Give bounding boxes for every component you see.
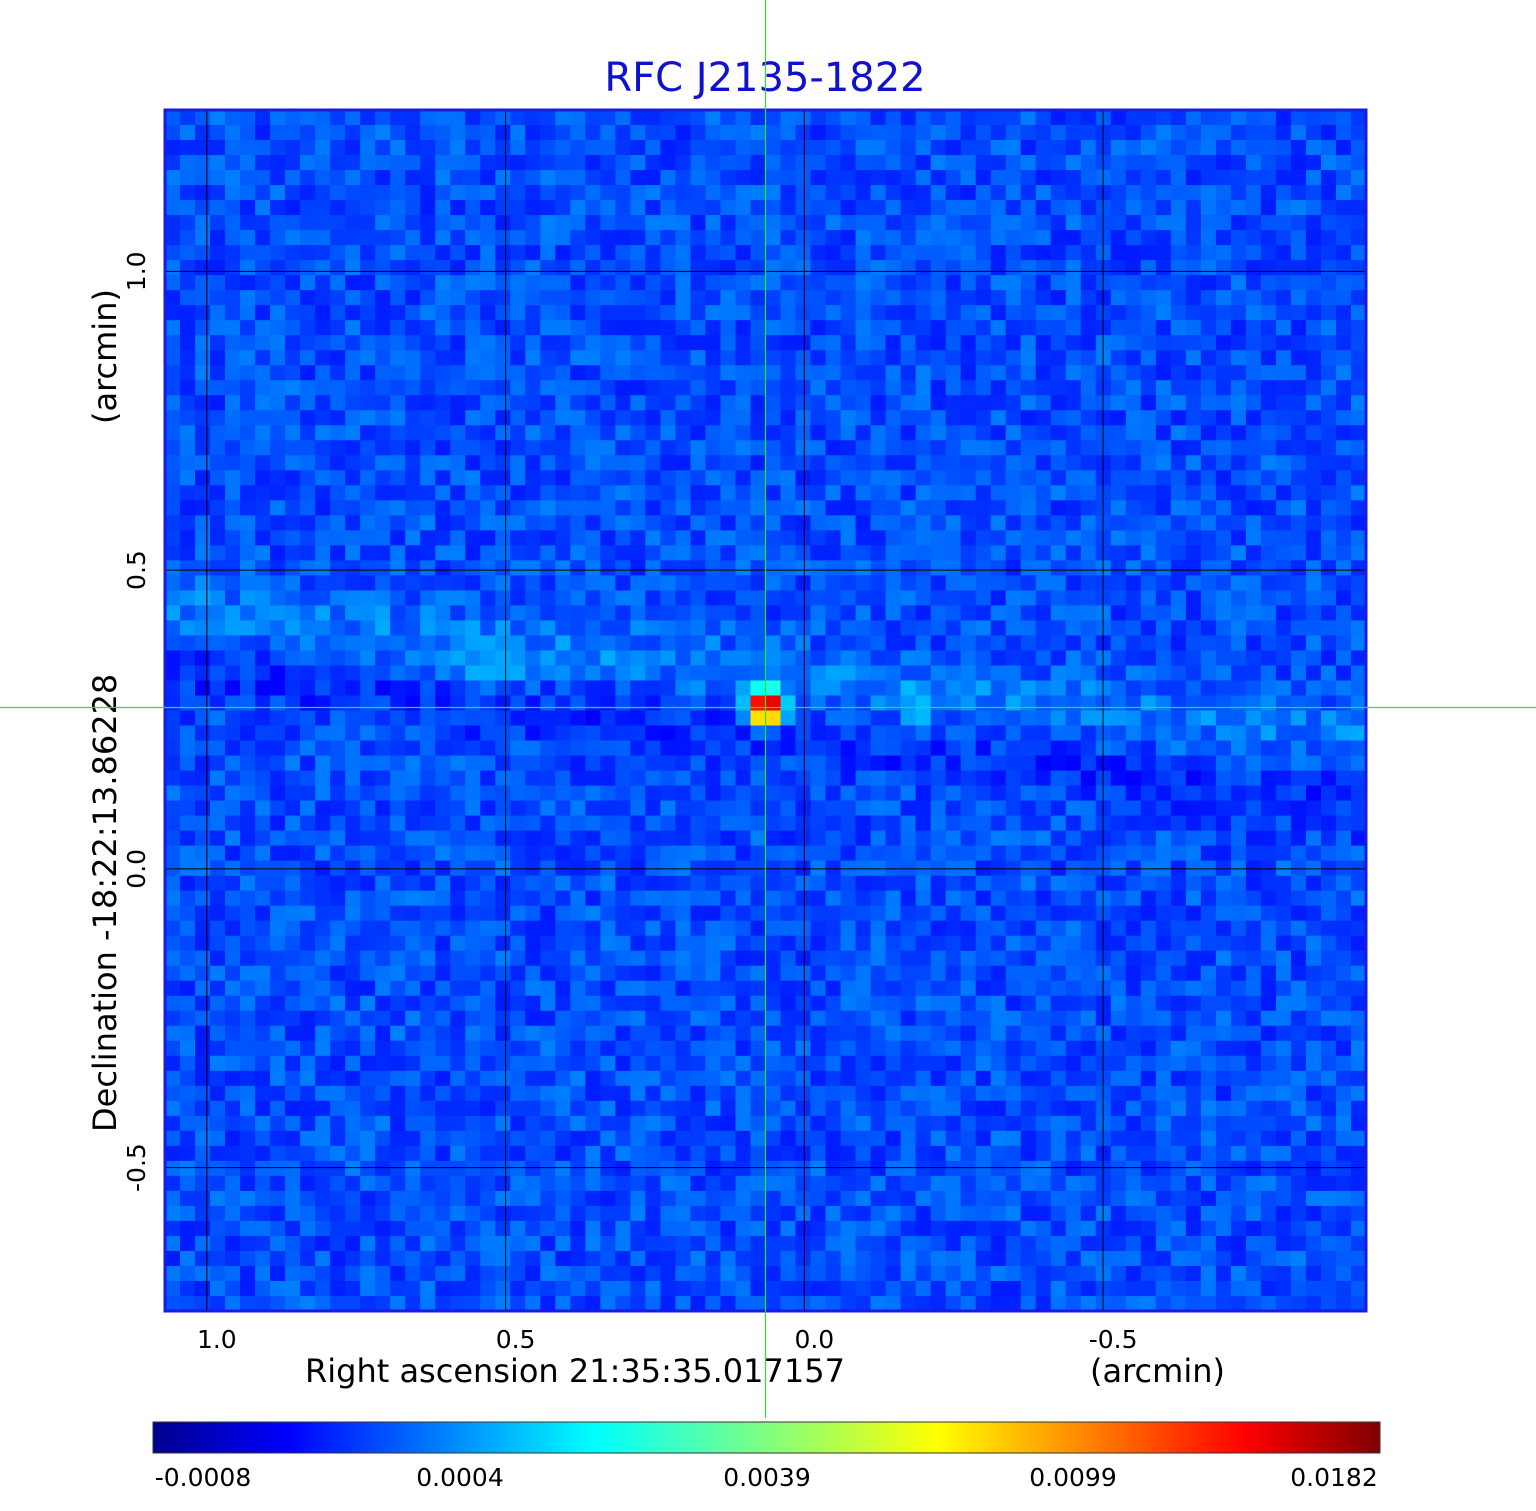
colorbar-tick-label: 0.0099 (1029, 1463, 1116, 1492)
x-tick-label: 1.0 (197, 1325, 237, 1354)
y-tick-label: 0.0 (122, 849, 151, 889)
colorbar-tick-label: -0.0008 (155, 1463, 252, 1492)
colorbar-tick-label: 0.0182 (1290, 1463, 1377, 1492)
y-tick-labels: 1.0 0.5 0.0 -0.5 (122, 251, 151, 1192)
x-tick-label: -0.5 (1089, 1325, 1138, 1354)
colorbar-tick-label: 0.0004 (416, 1463, 503, 1492)
colorbar (152, 1421, 1381, 1454)
y-axis-unit: (arcmin) (86, 289, 124, 424)
x-axis-label: Right ascension 21:35:35.017157 (305, 1352, 845, 1390)
y-axis-label: Declination -18:22:13.86228 (86, 674, 124, 1132)
y-tick-label: -0.5 (122, 1143, 151, 1192)
heatmap-image (165, 110, 1366, 1311)
y-tick-label: 1.0 (122, 251, 151, 291)
crosshair (0, 0, 1536, 1418)
colorbar-tick-labels: -0.0008 0.0004 0.0039 0.0099 0.0182 (155, 1463, 1378, 1492)
y-tick-label: 0.5 (122, 550, 151, 590)
x-tick-label: 0.5 (496, 1325, 536, 1354)
x-axis-unit: (arcmin) (1090, 1352, 1225, 1390)
colorbar-tick-label: 0.0039 (723, 1463, 810, 1492)
x-tick-labels: 1.0 0.5 0.0 -0.5 (197, 1325, 1138, 1354)
x-tick-label: 0.0 (794, 1325, 834, 1354)
